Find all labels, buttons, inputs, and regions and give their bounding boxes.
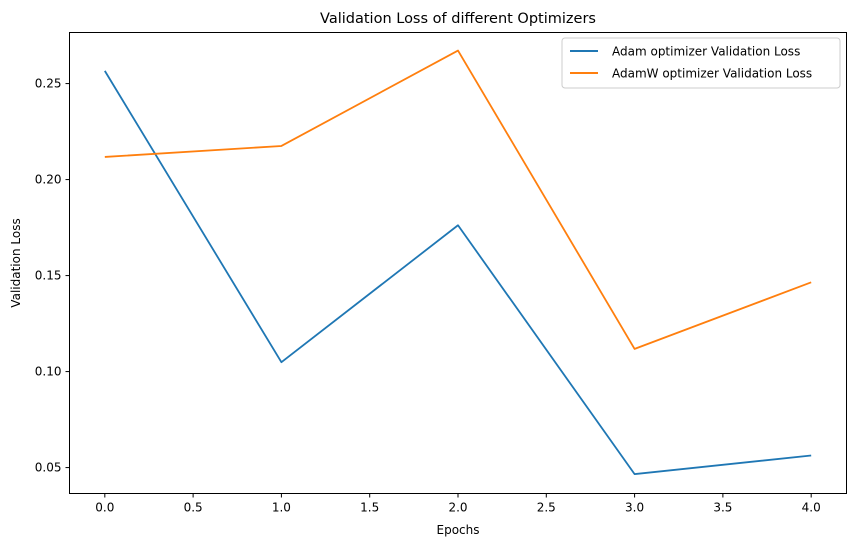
y-tick-label: 0.10 xyxy=(35,365,62,379)
x-tick-label: 2.0 xyxy=(448,501,467,515)
x-tick-label: 2.5 xyxy=(537,501,556,515)
plot-area xyxy=(69,32,847,494)
y-tick-label: 0.20 xyxy=(35,173,62,187)
y-tick-label: 0.15 xyxy=(35,269,62,283)
x-tick-label: 3.5 xyxy=(713,501,732,515)
x-tick-label: 1.0 xyxy=(272,501,291,515)
y-axis-label: Validation Loss xyxy=(9,218,23,307)
chart-title: Validation Loss of different Optimizers xyxy=(320,11,596,27)
legend: Adam optimizer Validation Loss AdamW opt… xyxy=(561,37,841,89)
y-tick-label: 0.05 xyxy=(35,461,62,475)
x-tick-label: 1.5 xyxy=(360,501,379,515)
y-tick-label: 0.25 xyxy=(35,77,62,91)
x-axis-ticks: 0.0 0.5 1.0 1.5 2.0 2.5 3.0 3.5 4.0 xyxy=(95,493,821,515)
series-layer xyxy=(104,49,812,476)
x-tick-label: 0.0 xyxy=(95,501,114,515)
x-axis-label: Epochs xyxy=(437,523,480,537)
x-tick-label: 0.5 xyxy=(184,501,203,515)
legend-label-adamw: AdamW optimizer Validation Loss xyxy=(612,67,812,81)
y-axis-ticks: 0.05 0.10 0.15 0.20 0.25 xyxy=(35,77,70,475)
x-tick-label: 3.0 xyxy=(625,501,644,515)
legend-label-adam: Adam optimizer Validation Loss xyxy=(612,45,800,59)
legend-box xyxy=(561,37,841,89)
x-tick-label: 4.0 xyxy=(802,501,821,515)
